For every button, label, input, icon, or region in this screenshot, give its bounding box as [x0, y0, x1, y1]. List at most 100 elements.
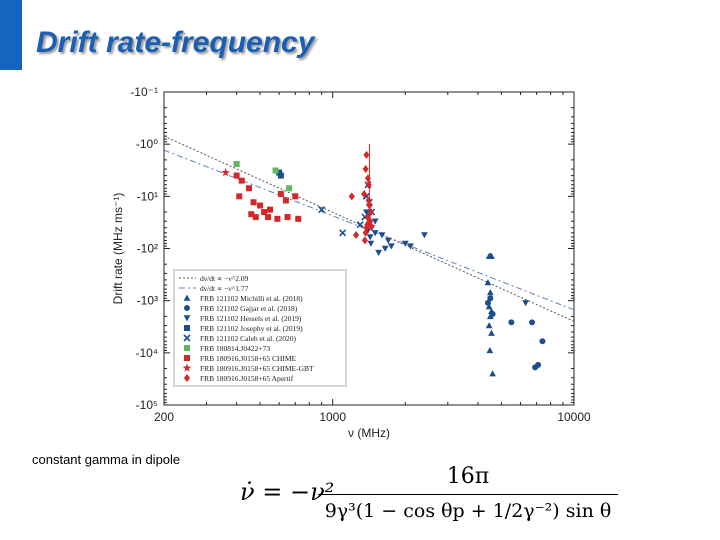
data-point: [356, 221, 364, 229]
x-tick-label: 200: [154, 410, 174, 424]
y-tick-label: -10²: [137, 242, 158, 256]
x-tick-label: 1000: [319, 410, 346, 424]
data-point: [362, 228, 369, 237]
data-point: [362, 165, 369, 174]
data-point: [368, 222, 375, 231]
data-point: [485, 303, 493, 310]
data-point: [367, 208, 374, 217]
legend-marker: [184, 355, 190, 361]
formula-fraction: 16π 9γ³(1 − cos θp + 1/2γ⁻²) sin θ: [318, 462, 618, 525]
data-point: [371, 230, 379, 237]
data-point: [489, 310, 496, 317]
legend-marker: [184, 374, 190, 382]
data-point: [421, 232, 428, 239]
data-point: [274, 215, 281, 222]
data-point: [363, 150, 370, 159]
data-point: [407, 243, 414, 250]
data-point: [484, 299, 491, 306]
data-point: [261, 209, 268, 216]
title-accent-bar: [0, 0, 22, 70]
caption-text: constant gamma in dipole: [32, 452, 181, 467]
data-point: [366, 201, 373, 210]
data-point: [367, 240, 375, 247]
y-tick-label: -10⁵: [136, 398, 158, 412]
data-point: [365, 180, 372, 189]
data-point: [292, 193, 299, 200]
legend-marker: [183, 294, 191, 301]
data-point: [522, 300, 529, 307]
legend-marker: [183, 315, 191, 322]
data-point: [378, 232, 386, 239]
data-point: [488, 252, 495, 259]
legend-box: [173, 269, 347, 387]
y-axis-label: Drift rate (MHz ms⁻¹): [111, 193, 125, 305]
data-point: [529, 319, 536, 326]
data-point: [535, 361, 542, 368]
data-point: [236, 193, 243, 200]
y-tick-label: -10⁰: [136, 137, 158, 151]
legend-entry: FRB 121102 Hessels et al. (2019): [200, 314, 302, 323]
legend-entry: dν/dt ∝ −ν^2.09: [200, 274, 249, 283]
data-point: [384, 237, 392, 244]
data-point: [365, 196, 372, 205]
legend-entry: FRB 121102 Josephy et al. (2019): [200, 324, 303, 333]
x-axis-label: ν (MHz): [348, 426, 390, 440]
data-point: [295, 215, 302, 222]
data-point: [487, 295, 494, 302]
legend-entry: FRB 121102 Caleb et al. (2020): [200, 334, 296, 343]
legend-entry: dν/dt ∝ −ν^1.77: [200, 284, 249, 293]
data-point: [267, 206, 274, 213]
data-point: [484, 279, 492, 286]
data-point: [375, 249, 383, 257]
legend-entry: FRB 180916.J0158+65 CHIME: [200, 354, 297, 363]
legend-marker: [184, 325, 190, 331]
legend-marker: [183, 334, 191, 342]
data-point: [233, 172, 240, 179]
data-point: [272, 167, 279, 174]
data-point: [486, 289, 494, 296]
y-tick-label: -10³: [137, 294, 158, 308]
y-tick-label: -10⁴: [136, 346, 159, 360]
formula-fraction-bar: [318, 494, 618, 495]
data-point: [387, 243, 395, 250]
data-point: [486, 347, 494, 354]
data-point: [277, 190, 284, 197]
data-point: [250, 199, 257, 206]
data-point: [508, 319, 515, 326]
data-point: [233, 161, 240, 168]
data-point: [364, 174, 371, 183]
data-point: [353, 230, 360, 239]
formula-lhs: ν̇ = −ν²: [240, 478, 335, 506]
data-point: [539, 338, 546, 345]
formula-numerator: 16π: [446, 464, 490, 489]
legend-entry: FRB 180814.J0422+73: [200, 344, 270, 353]
data-point: [318, 206, 326, 214]
legend-marker: [184, 345, 190, 351]
data-point: [282, 197, 289, 204]
data-point: [252, 214, 259, 221]
x-tick-label: 10000: [557, 410, 590, 424]
data-point: [366, 234, 374, 241]
data-point: [339, 229, 347, 237]
data-point: [488, 329, 495, 336]
legend-marker: [182, 363, 192, 372]
formula-denominator: 9γ³(1 − cos θp + 1/2γ⁻²) sin θ: [324, 500, 612, 522]
data-point: [284, 214, 291, 221]
data-point: [257, 202, 264, 209]
legend-entry: FRB 180916.J0158+65 Apertif: [200, 374, 294, 383]
data-point: [348, 192, 355, 201]
data-point: [381, 245, 389, 252]
data-point: [361, 236, 368, 245]
data-point: [238, 177, 245, 184]
data-point: [286, 185, 293, 192]
drift-rate-formula: ν̇ = −ν² 16π 9γ³(1 − cos θp + 1/2γ⁻²) si…: [236, 462, 618, 532]
data-point: [486, 312, 494, 320]
data-point: [366, 217, 373, 226]
data-point: [401, 240, 409, 247]
y-tick-label: -10¹: [137, 189, 158, 203]
data-point: [363, 209, 370, 216]
drift-rate-frequency-chart: 200 1000 10000 -10⁻¹ -10⁰ -10¹ -10² -10³ -10⁴ -10…: [111, 85, 590, 440]
data-point: [248, 211, 255, 218]
legend-marker: [184, 305, 190, 311]
legend-entry: FRB 180916.J0158+65 CHIME-GBT: [200, 364, 314, 373]
